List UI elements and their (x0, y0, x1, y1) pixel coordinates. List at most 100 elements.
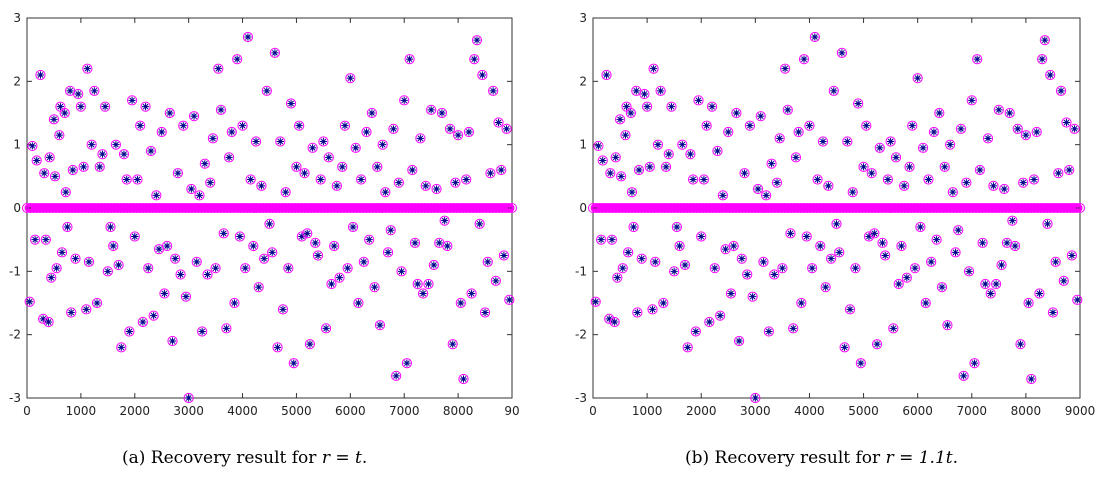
zero-marker (837, 203, 848, 213)
star-marker (77, 103, 85, 111)
star-marker (333, 182, 341, 190)
circle-marker (1004, 107, 1015, 119)
star-marker (684, 343, 692, 351)
star-marker (635, 166, 643, 174)
star-marker (150, 312, 158, 320)
circle-marker (931, 234, 942, 245)
star-marker (784, 106, 792, 114)
zero-marker (497, 203, 508, 213)
star-marker (800, 55, 808, 63)
star-marker (133, 175, 142, 184)
zero-marker (173, 203, 184, 213)
circle-marker (779, 63, 791, 74)
zero-marker (325, 203, 336, 213)
star-marker (33, 156, 41, 165)
circle-marker (685, 149, 696, 160)
star-marker (1000, 185, 1008, 193)
circle-marker (771, 177, 783, 188)
star-marker (387, 226, 395, 234)
zero-marker (779, 203, 790, 213)
zero-marker (633, 203, 644, 213)
star-marker (228, 128, 236, 136)
circle-marker (763, 326, 774, 337)
star-marker (457, 299, 465, 307)
star-marker (1065, 166, 1073, 174)
star-marker (247, 175, 255, 184)
zero-marker (889, 203, 900, 213)
zero-marker (141, 203, 152, 213)
zero-marker (380, 203, 391, 213)
zero-marker (954, 203, 965, 213)
circle-marker (283, 263, 294, 274)
zero-marker (701, 203, 712, 213)
circle-marker (234, 231, 245, 242)
zero-marker (367, 203, 378, 213)
zero-marker (254, 203, 265, 213)
circle-marker (869, 228, 880, 239)
circle-marker (356, 174, 367, 185)
zero-marker (503, 203, 514, 213)
star-marker (144, 264, 152, 272)
circle-marker (731, 107, 742, 119)
star-marker (473, 36, 481, 44)
circle-marker (766, 158, 777, 169)
star-marker (851, 264, 860, 272)
circle-marker (56, 247, 68, 258)
zero-marker (471, 203, 482, 213)
star-marker (106, 223, 115, 231)
star-marker (900, 182, 908, 190)
zero-marker (309, 203, 320, 213)
circle-marker (825, 253, 837, 264)
star-marker (303, 229, 311, 237)
star-marker (478, 71, 486, 79)
y-tick-label: 0 (579, 201, 587, 215)
star-marker (435, 239, 443, 247)
circle-marker (156, 126, 167, 138)
zero-marker (225, 203, 236, 213)
star-marker (711, 264, 719, 272)
zero-marker (73, 203, 84, 213)
zero-marker (119, 203, 129, 213)
star-marker (627, 109, 635, 117)
star-marker (628, 188, 636, 196)
star-marker (681, 261, 689, 269)
star-marker (195, 191, 204, 199)
circle-marker (850, 263, 861, 274)
zero-marker (909, 203, 920, 213)
zero-marker (652, 203, 663, 213)
zero-marker (915, 203, 926, 213)
star-marker (120, 150, 128, 158)
x-tick-label: 6000 (902, 404, 933, 418)
star-marker (88, 141, 96, 149)
star-marker (933, 236, 941, 244)
zero-marker (410, 203, 420, 213)
star-marker (503, 125, 511, 133)
circle-marker (401, 358, 413, 369)
circle-marker (105, 221, 116, 233)
y-tick-label: 0 (13, 201, 21, 215)
star-marker (862, 122, 870, 130)
circle-marker (170, 253, 181, 264)
zero-marker (776, 203, 787, 213)
zero-marker (870, 203, 881, 213)
star-marker (827, 255, 835, 263)
star-marker (762, 191, 770, 199)
circle-marker (215, 104, 227, 115)
circle-marker (696, 231, 707, 242)
star-marker (276, 137, 284, 146)
circle-marker (923, 174, 934, 185)
circle-marker (750, 392, 761, 404)
zero-marker (828, 203, 839, 213)
circle-marker (391, 370, 402, 381)
zero-marker (235, 203, 246, 213)
star-marker (724, 128, 732, 136)
star-marker (981, 280, 989, 288)
zero-marker (980, 203, 991, 213)
star-marker (198, 327, 206, 336)
zero-marker (206, 203, 217, 213)
circle-marker (31, 155, 42, 166)
circle-marker (442, 240, 453, 252)
star-marker (427, 106, 435, 114)
star-marker (716, 312, 724, 320)
star-marker (147, 147, 155, 155)
